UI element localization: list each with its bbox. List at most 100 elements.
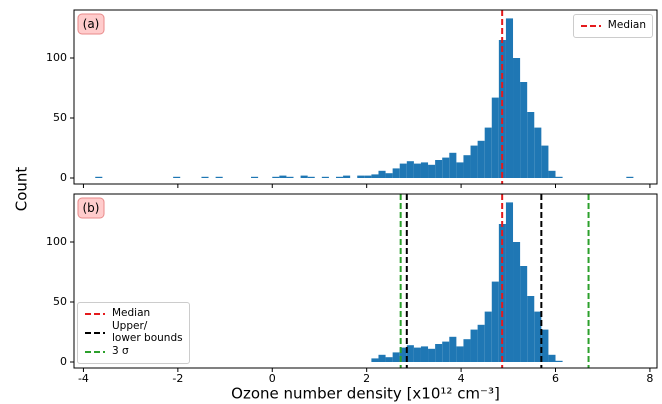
legend: Median Upper/ lower bounds 3 σ: [77, 301, 190, 364]
legend: Median: [572, 14, 653, 38]
x-tick-label: 2: [363, 372, 370, 385]
x-tick-label: 4: [458, 372, 465, 385]
legend-label: Median: [112, 306, 151, 319]
bar: [435, 344, 443, 362]
bar: [456, 346, 464, 362]
bar: [413, 347, 421, 362]
legend-swatch: [580, 24, 601, 27]
bar: [251, 176, 259, 178]
x-tick-label: 0: [269, 372, 276, 385]
legend-item: Upper/ lower bounds: [84, 321, 183, 344]
plot-frame: [73, 9, 658, 185]
bar: [491, 281, 499, 362]
x-axis-label: Ozone number density [x10¹² cm⁻³]: [231, 385, 500, 403]
legend-swatch: [85, 331, 105, 334]
bar: [406, 345, 414, 362]
y-tick-label: 0: [60, 355, 67, 368]
legend-item: Median: [580, 19, 646, 32]
bar: [378, 354, 386, 362]
bar: [527, 296, 535, 362]
bar: [357, 175, 365, 178]
bar: [520, 266, 528, 362]
panel-label: (b): [83, 201, 100, 215]
bar: [449, 336, 457, 362]
bar: [442, 341, 450, 362]
bar: [371, 358, 379, 362]
bar: [385, 357, 393, 362]
bar: [548, 354, 556, 362]
bar: [555, 176, 563, 178]
bar: [513, 58, 521, 178]
bar: [513, 242, 521, 362]
bar: [307, 176, 315, 178]
bar: [463, 155, 471, 178]
bar: [442, 157, 450, 178]
legend-label: 3 σ: [112, 345, 129, 358]
bar: [463, 339, 471, 362]
y-tick-label: 100: [46, 235, 67, 248]
bar: [435, 160, 443, 178]
bar: [173, 176, 181, 178]
y-axis-label: Count: [13, 167, 31, 212]
bar: [420, 162, 429, 178]
x-tick-label: -4: [78, 372, 89, 385]
bar: [555, 360, 563, 362]
bar: [527, 112, 535, 178]
bar: [300, 175, 308, 178]
legend-swatch: [85, 312, 105, 315]
bar: [335, 176, 344, 178]
bar: [470, 329, 478, 362]
y-tick-label: 100: [46, 51, 67, 64]
bar: [343, 175, 351, 178]
legend-label: Median: [607, 19, 646, 31]
bar: [279, 175, 287, 178]
bar: [477, 140, 485, 178]
y-tick-label: 50: [53, 111, 67, 124]
bar: [484, 127, 492, 178]
bar: [399, 163, 407, 178]
plot-frame: [73, 193, 658, 369]
bar: [470, 145, 478, 178]
bar: [520, 82, 528, 178]
bar: [272, 176, 280, 178]
legend-item: 3 σ: [84, 346, 183, 358]
bar: [321, 176, 329, 178]
bar: [428, 348, 436, 362]
bar: [491, 97, 499, 178]
bar: [548, 170, 556, 178]
bar: [505, 18, 514, 179]
legend-swatch: [85, 351, 105, 354]
bar: [215, 176, 223, 178]
bar: [534, 311, 542, 362]
bar: [505, 202, 514, 362]
bar: [413, 163, 421, 178]
x-tick-label: 6: [552, 372, 559, 385]
bar: [534, 127, 542, 178]
legend-item: Median: [84, 306, 183, 320]
bar: [626, 176, 634, 178]
annotation-box: [77, 13, 105, 35]
bar: [449, 152, 457, 178]
bar: [456, 162, 464, 178]
bar: [201, 176, 209, 178]
bar: [385, 173, 393, 178]
bar: [286, 176, 294, 178]
y-tick-label: 50: [53, 295, 67, 308]
bar: [477, 324, 485, 362]
bar: [364, 175, 372, 178]
bar: [406, 161, 414, 178]
bar: [378, 170, 386, 178]
y-tick-label: 0: [60, 171, 67, 184]
x-tick-label: 8: [646, 372, 653, 385]
legend-label: Upper/ lower bounds: [112, 320, 183, 344]
bar: [420, 346, 429, 362]
bar: [392, 168, 400, 178]
bar: [95, 176, 103, 178]
bar: [428, 164, 436, 178]
bar: [392, 352, 400, 362]
bar: [399, 347, 407, 362]
panel-label: (a): [83, 17, 100, 31]
bar: [541, 145, 549, 178]
